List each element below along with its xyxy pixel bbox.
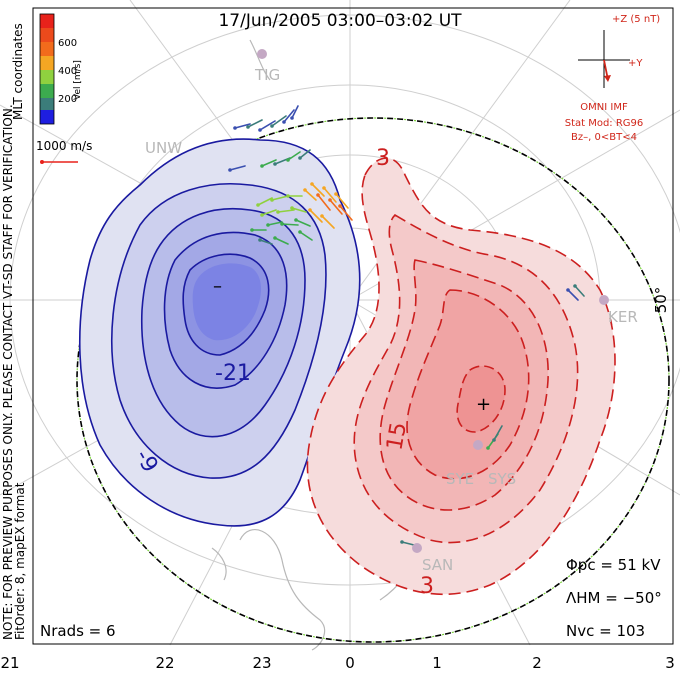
neg-contour-label-21: -21 <box>215 361 251 386</box>
mlt-label-22: 22 <box>155 654 174 672</box>
left-notes: MLT coordinates NOTE: FOR PREVIEW PURPOS… <box>1 23 27 640</box>
heppner-maynard-boundary <box>76 117 670 643</box>
map-statistics: Φpc = 51 kV ΛHM = −50° Nvc = 103 Nrads =… <box>40 556 662 640</box>
velocity-scale: 1000 m/s <box>36 139 92 164</box>
velocity-colorbar: 600 400 200 Vel [m/s] <box>39 13 83 125</box>
imf-y-label: +Y <box>628 58 643 69</box>
map-title: 17/Jun/2005 03:00–03:02 UT <box>218 11 462 31</box>
mlt-label-3: 3 <box>665 654 675 672</box>
mlt-label-0: 0 <box>345 654 355 672</box>
coordinates-note: MLT coordinates <box>11 23 25 120</box>
outer-boundary <box>76 117 670 643</box>
imf-stat-mod: Stat Mod: RG96 <box>565 118 644 129</box>
pos-contour-label-3-top: 3 <box>376 146 390 171</box>
positive-potential-cell <box>306 157 616 596</box>
vector-cluster-upper <box>233 105 299 132</box>
station-marker-ker <box>599 295 609 305</box>
lambda-hm-value: ΛHM = −50° <box>566 589 662 607</box>
station-labels: TIG UNW KER SYE SYS SAN <box>145 66 638 574</box>
potential-maximum-marker: + <box>476 394 491 415</box>
imf-condition: Bz–, 0<BT<4 <box>571 132 637 143</box>
imf-source: OMNI IMF <box>580 102 628 113</box>
contour-labels: -9 -21 3 15 3 <box>130 146 434 599</box>
colorbar-tick-200: 200 <box>58 94 77 105</box>
imf-z-label: +Z (5 nT) <box>612 14 660 25</box>
station-label-ker: KER <box>608 308 638 326</box>
station-marker-san <box>412 543 422 553</box>
n-vc-value: Nvc = 103 <box>566 622 645 640</box>
potential-minimum-marker: – <box>213 276 222 297</box>
station-label-tig: TIG <box>254 66 280 84</box>
preview-note: NOTE: FOR PREVIEW PURPOSES ONLY. PLEASE … <box>1 104 15 640</box>
fit-order-note: FitOrder: 8, mapEX format <box>13 482 27 640</box>
imf-dial: +Z (5 nT) +Y OMNI IMF Stat Mod: RG96 Bz–… <box>565 14 661 143</box>
mlt-label-23: 23 <box>252 654 271 672</box>
mlt-label-2: 2 <box>532 654 542 672</box>
mlt-label-21: 21 <box>0 654 19 672</box>
plot-frame <box>32 7 674 645</box>
pos-contour-label-15: 15 <box>382 420 411 452</box>
pos-contour-label-3-bottom: 3 <box>420 574 434 599</box>
station-marker-sye <box>473 440 483 450</box>
station-label-sye: SYE <box>446 470 474 488</box>
phi-pc-value: Φpc = 51 kV <box>566 556 661 574</box>
station-markers <box>257 49 609 553</box>
n-rads-value: Nrads = 6 <box>40 622 116 640</box>
latitude-label: 50° <box>652 287 670 314</box>
station-marker-tig <box>257 49 267 59</box>
colorbar-label: Vel [m/s] <box>73 60 83 100</box>
scale-label: 1000 m/s <box>36 139 92 153</box>
mlt-axis-labels: 21 22 23 0 1 2 3 <box>0 654 674 672</box>
colorbar-tick-600: 600 <box>58 38 77 49</box>
station-label-san: SAN <box>422 556 453 574</box>
station-label-sys: SYS <box>488 470 516 488</box>
vector-cluster-mid <box>228 149 311 172</box>
station-label-unw: UNW <box>145 139 182 157</box>
vector-cluster-orange <box>303 182 353 229</box>
mlt-label-1: 1 <box>432 654 442 672</box>
vector-cluster-dense <box>250 194 313 245</box>
colorbar-tick-400: 400 <box>58 66 77 77</box>
negative-potential-cell <box>78 138 361 527</box>
